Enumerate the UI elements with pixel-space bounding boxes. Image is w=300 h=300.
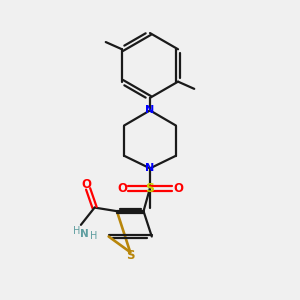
- Text: O: O: [117, 182, 127, 195]
- Text: N: N: [80, 229, 89, 239]
- Text: S: S: [126, 249, 134, 262]
- Text: O: O: [81, 178, 91, 191]
- Text: N: N: [146, 163, 154, 173]
- Text: O: O: [173, 182, 183, 195]
- Text: S: S: [146, 182, 154, 195]
- Text: H: H: [90, 231, 97, 242]
- Text: N: N: [146, 105, 154, 116]
- Text: H: H: [73, 226, 80, 236]
